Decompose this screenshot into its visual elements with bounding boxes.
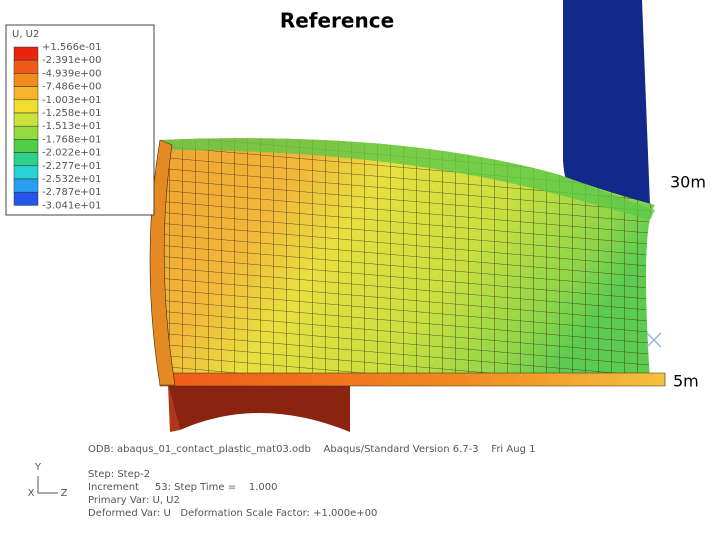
legend-swatch: [14, 192, 38, 205]
legend-swatch: [14, 179, 38, 192]
triad: [38, 476, 58, 493]
legend: U, U2 +1.566e-01 -2.391e+00 -4.939e+00 -7.4…: [6, 25, 154, 215]
triad-label: X: [28, 488, 35, 499]
legend-swatch: [14, 47, 38, 60]
legend-label: +1.566e-01: [42, 42, 102, 53]
legend-swatch: [14, 126, 38, 139]
annotation: 5m: [673, 372, 699, 391]
legend-label: -2.532e+01: [42, 174, 102, 185]
legend-label: -2.277e+01: [42, 161, 102, 172]
legend-swatch: [14, 87, 38, 100]
legend-swatch: [14, 113, 38, 126]
triad-label: Y: [34, 462, 42, 473]
legend-swatch: [14, 139, 38, 152]
footer-line: Deformed Var: U Deformation Scale Factor…: [88, 508, 377, 519]
node-marker: [647, 333, 661, 347]
legend-swatch: [14, 60, 38, 73]
triad-label: Z: [61, 488, 68, 499]
footer: Step: Step-2 Increment 53: Step Time = 1.…: [88, 469, 377, 519]
footer-line: Primary Var: U, U2: [88, 495, 180, 506]
legend-swatch: [14, 73, 38, 86]
legend-label: -4.939e+00: [42, 68, 102, 79]
legend-label: -7.486e+00: [42, 82, 102, 93]
legend-swatch: [14, 153, 38, 166]
legend-swatch: [14, 100, 38, 113]
legend-label: -1.003e+01: [42, 95, 102, 106]
legend-label: -3.041e+01: [42, 200, 102, 211]
legend-label: -2.787e+01: [42, 187, 102, 198]
shell-rim: [160, 373, 665, 386]
screenshot: Reference 30m 5m U, U2 +1.566e-01 -2.391e…: [0, 0, 714, 534]
legend-label: -2.022e+01: [42, 148, 102, 159]
footer-line: Step: Step-2: [88, 469, 150, 480]
legend-swatch: [14, 166, 38, 179]
title: Reference: [280, 9, 394, 33]
legend-label: -2.391e+00: [42, 55, 102, 66]
legend-label: -1.513e+01: [42, 121, 102, 132]
footer-odb: ODB: abaqus_01_contact_plastic_mat03.odb…: [88, 444, 535, 455]
annotation: 30m: [670, 173, 706, 192]
legend-title: U, U2: [12, 29, 39, 40]
legend-label: -1.768e+01: [42, 134, 102, 145]
legend-label: -1.258e+01: [42, 108, 102, 119]
footer-line: Increment 53: Step Time = 1.000: [88, 482, 277, 493]
